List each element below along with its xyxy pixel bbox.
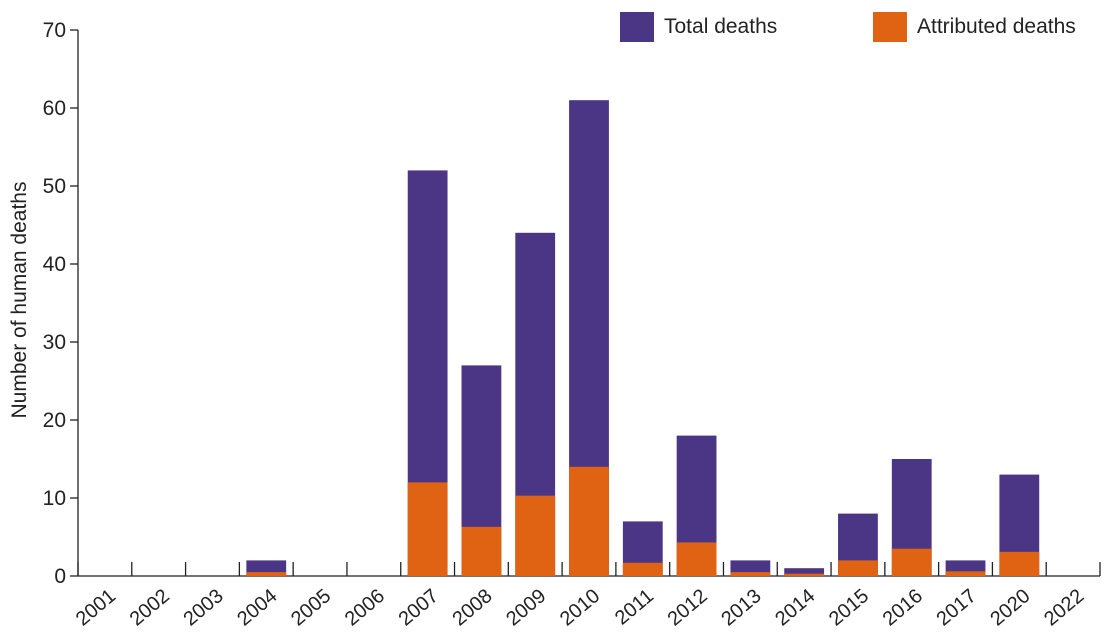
x-tick-label: 2015 bbox=[825, 585, 873, 630]
bar-attributed-deaths bbox=[999, 551, 1040, 576]
legend-item-total-deaths: Total deaths bbox=[620, 12, 777, 42]
x-tick-label: 2022 bbox=[1040, 585, 1088, 630]
bar-attributed-deaths bbox=[246, 572, 287, 576]
legend-swatch-total-deaths bbox=[620, 12, 654, 42]
bar-attributed-deaths bbox=[891, 548, 932, 576]
x-tick-label: 2012 bbox=[664, 585, 712, 630]
legend-label-total-deaths: Total deaths bbox=[664, 15, 778, 38]
x-tick-label: 2003 bbox=[179, 585, 227, 630]
x-tick-label: 2002 bbox=[126, 585, 174, 630]
y-tick-label: 50 bbox=[43, 175, 66, 198]
y-tick-label: 60 bbox=[43, 97, 66, 120]
x-tick-label: 2011 bbox=[611, 585, 658, 630]
bar-attributed-deaths bbox=[838, 560, 878, 576]
x-tick-label: 2005 bbox=[287, 585, 335, 630]
x-tick-label: 2013 bbox=[717, 585, 765, 630]
x-tick-label: 2007 bbox=[395, 585, 443, 630]
y-tick-label: 30 bbox=[43, 331, 66, 354]
bar-attributed-deaths bbox=[676, 542, 717, 576]
x-tick-label: 2006 bbox=[341, 585, 389, 630]
x-tick-label: 2008 bbox=[448, 585, 496, 630]
x-tick-label: 2009 bbox=[502, 585, 550, 630]
y-tick-label: 70 bbox=[43, 19, 66, 42]
x-tick-label: 2020 bbox=[986, 585, 1034, 630]
bars bbox=[246, 100, 1040, 577]
y-tick-label: 20 bbox=[43, 409, 66, 432]
x-tick-label: 2010 bbox=[556, 585, 604, 630]
bar-attributed-deaths bbox=[730, 572, 771, 576]
bar-attributed-deaths bbox=[945, 571, 986, 576]
legend-item-attributed-deaths: Attributed deaths bbox=[873, 12, 1076, 42]
x-tick-label: 2017 bbox=[933, 585, 981, 630]
y-tick-label: 0 bbox=[54, 565, 66, 588]
x-tick-label: 2016 bbox=[879, 585, 927, 630]
legend-label-attributed-deaths: Attributed deaths bbox=[917, 15, 1076, 38]
bar-attributed-deaths bbox=[569, 466, 609, 576]
x-tick-label: 2014 bbox=[771, 585, 819, 630]
x-tick-label: 2004 bbox=[233, 585, 281, 630]
y-tick-label: 10 bbox=[43, 487, 66, 510]
bar-attributed-deaths bbox=[622, 562, 663, 576]
bar-attributed-deaths bbox=[784, 573, 825, 576]
bar-attributed-deaths bbox=[515, 495, 556, 576]
bar-attributed-deaths bbox=[407, 482, 448, 576]
legend-swatch-attributed-deaths bbox=[873, 12, 907, 42]
bar-total-deaths bbox=[784, 568, 825, 576]
y-tick-label: 40 bbox=[43, 253, 66, 276]
x-tick-label: 2001 bbox=[72, 585, 120, 630]
bar-attributed-deaths bbox=[461, 526, 502, 576]
y-axis-label: Number of human deaths bbox=[8, 182, 31, 419]
